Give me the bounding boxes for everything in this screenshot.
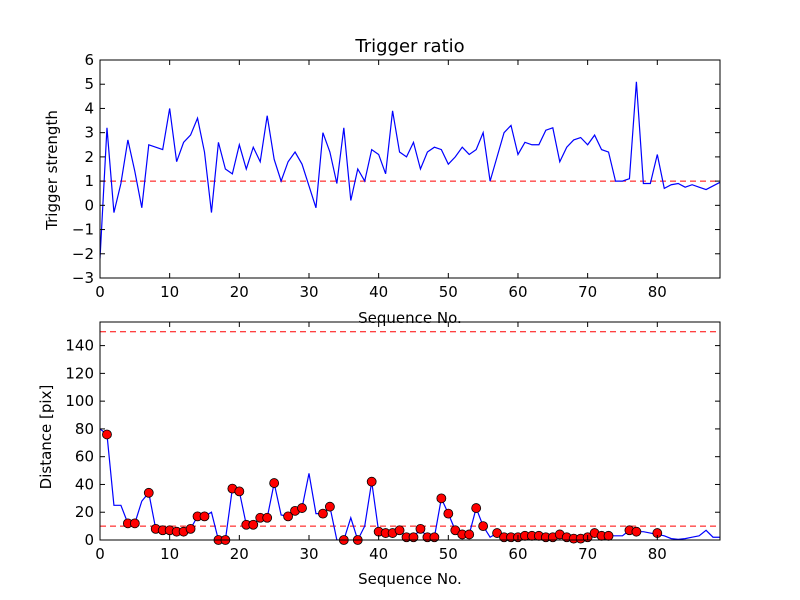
plot-clip-group <box>100 81 720 259</box>
y-tick-label: 140 <box>65 337 94 355</box>
data-point-marker <box>297 503 307 513</box>
y-tick-label: 80 <box>75 420 94 438</box>
data-point-marker <box>408 532 419 543</box>
data-point-marker <box>318 508 328 519</box>
data-point-marker <box>185 523 196 534</box>
y-tick-label: 20 <box>75 503 94 521</box>
data-point-marker <box>129 518 140 529</box>
series-line <box>100 81 720 259</box>
y-tick-label: 6 <box>84 51 94 69</box>
x-axis-label: Sequence No. <box>358 570 462 588</box>
x-tick-label: 20 <box>230 283 249 301</box>
x-tick-label: 40 <box>369 545 388 563</box>
x-tick-label: 80 <box>648 283 667 301</box>
data-point-marker <box>269 478 280 488</box>
axis-ticks: 0 10 20 30 40 50 60 70 80 0 20 40 60 80 100 120 140 <box>65 322 720 563</box>
data-point-marker <box>415 523 426 534</box>
data-point-marker <box>262 512 273 523</box>
data-point-marker <box>464 529 475 540</box>
plot-frame <box>99 59 721 279</box>
data-point-marker <box>603 530 614 541</box>
y-tick-label: 5 <box>84 75 94 93</box>
y-tick-label: −3 <box>72 269 94 287</box>
plot-area <box>100 81 720 259</box>
y-tick-label: 4 <box>84 99 94 117</box>
data-point-marker <box>102 429 112 440</box>
y-tick-label: 1 <box>84 172 94 190</box>
chart-distance: 0 10 20 30 40 50 60 70 80 0 20 40 60 80 100 120 140 Sequ… <box>37 321 721 588</box>
data-point-marker <box>429 532 440 543</box>
x-tick-label: 40 <box>369 283 388 301</box>
y-tick-label: 60 <box>75 448 94 466</box>
x-tick-label: 30 <box>299 283 318 301</box>
data-point-marker <box>471 503 482 513</box>
x-tick-label: 60 <box>508 283 527 301</box>
x-tick-label: 30 <box>299 545 318 563</box>
y-tick-label: 40 <box>75 475 94 493</box>
data-point-marker <box>436 493 447 504</box>
x-tick-label: 10 <box>160 283 179 301</box>
data-point-marker <box>283 511 293 522</box>
data-point-marker <box>443 508 454 519</box>
data-point-marker <box>248 519 259 530</box>
y-tick-label: 0 <box>84 196 94 214</box>
data-point-marker <box>324 501 335 512</box>
x-tick-label: 50 <box>439 545 458 563</box>
x-tick-label: 60 <box>508 545 527 563</box>
axis-ticks: 0 10 20 30 40 50 60 70 80 −3 −2 −1 0 1 2 3 4 5 6 <box>72 51 720 301</box>
y-tick-label: 0 <box>84 531 94 549</box>
x-tick-label: 0 <box>95 283 105 301</box>
x-tick-label: 70 <box>578 545 597 563</box>
data-point-marker <box>234 486 245 497</box>
y-tick-label: 3 <box>84 124 94 142</box>
data-point-marker <box>478 521 489 532</box>
data-point-marker <box>143 487 154 498</box>
data-point-marker <box>199 511 210 522</box>
y-tick-label: 2 <box>84 148 94 166</box>
y-tick-label: 100 <box>65 392 94 410</box>
y-tick-label: −1 <box>72 221 94 239</box>
data-point-marker <box>366 476 377 487</box>
data-point-marker <box>631 526 642 537</box>
x-tick-label: 20 <box>230 545 249 563</box>
x-tick-label: 80 <box>648 545 667 563</box>
y-tick-label: −2 <box>72 245 94 263</box>
data-point-marker <box>394 525 405 536</box>
y-tick-label: 120 <box>65 364 94 382</box>
plot-area <box>100 331 720 545</box>
x-tick-label: 70 <box>578 283 597 301</box>
plot-frame <box>99 321 721 541</box>
y-axis-label: Trigger strength <box>43 110 61 231</box>
x-tick-label: 10 <box>160 545 179 563</box>
x-tick-label: 50 <box>439 283 458 301</box>
x-axis-label: Sequence No. <box>358 309 462 327</box>
y-axis-label: Distance [pix] <box>37 385 55 490</box>
x-tick-label: 0 <box>95 545 105 563</box>
chart-title: Trigger ratio <box>354 36 464 57</box>
